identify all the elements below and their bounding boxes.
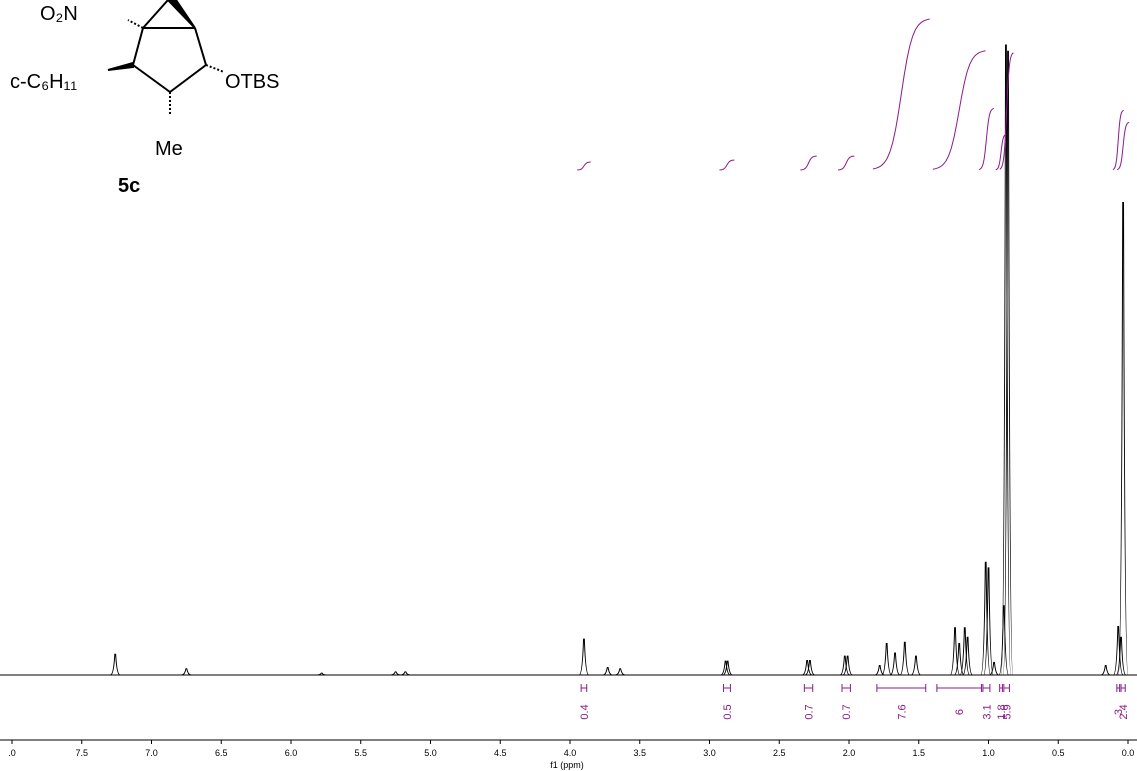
- x-tick-label: 3.5: [633, 748, 646, 758]
- integral-curve: [577, 161, 591, 171]
- peak: [959, 627, 971, 676]
- integral-curve: [837, 155, 855, 171]
- x-tick-label: .0: [8, 748, 16, 758]
- x-tick-label: 6.5: [215, 748, 228, 758]
- x-tick-label: 4.0: [564, 748, 577, 758]
- bond: [194, 27, 207, 66]
- peak: [181, 668, 192, 676]
- x-tick-label: 7.0: [145, 748, 158, 758]
- peak: [899, 641, 910, 676]
- peak: [954, 643, 965, 676]
- wedge: [107, 61, 134, 71]
- integral-label: 7.6: [896, 704, 908, 719]
- peak: [615, 668, 626, 676]
- compound-label: 5c: [118, 175, 140, 197]
- integral-curve: [999, 52, 1014, 170]
- integral-curve: [995, 133, 1007, 171]
- nitro-label: O₂N: [40, 3, 78, 25]
- integral-label: 1.8: [996, 704, 1008, 719]
- peak: [1115, 636, 1127, 676]
- x-tick-label: 0.0: [1122, 748, 1135, 758]
- peak: [1100, 665, 1111, 676]
- integral-curve: [932, 50, 986, 170]
- peak: [881, 643, 892, 676]
- hash-bond: [205, 64, 225, 73]
- peak: [910, 655, 921, 676]
- integral-label: 6: [954, 709, 966, 715]
- peak: [998, 605, 1010, 676]
- peak: [1117, 202, 1129, 676]
- peak: [578, 638, 590, 676]
- peak: [316, 672, 327, 676]
- x-tick-label: 1.0: [982, 748, 995, 758]
- peak: [962, 636, 973, 676]
- x-tick-label: 0.5: [1052, 748, 1065, 758]
- x-tick-label: 3.0: [703, 748, 716, 758]
- bond: [142, 0, 169, 29]
- integral-curve: [872, 18, 930, 170]
- wedge: [166, 0, 196, 29]
- peak: [390, 671, 401, 676]
- x-tick-label: 2.5: [773, 748, 786, 758]
- x-tick-label: 5.0: [424, 748, 437, 758]
- peak: [980, 561, 992, 676]
- integral-label: 0.7: [841, 704, 853, 719]
- structure: [107, 0, 225, 115]
- methyl-label: Me: [155, 138, 183, 160]
- integral-curve: [978, 107, 995, 171]
- x-tick-label: 7.5: [75, 748, 88, 758]
- integral-label: 2.4: [1118, 704, 1130, 719]
- peak: [890, 652, 901, 676]
- bond: [132, 64, 171, 93]
- integral-label: 0.7: [804, 704, 816, 719]
- peak: [842, 655, 853, 676]
- peak: [1002, 50, 1014, 676]
- integral-curve: [800, 155, 817, 171]
- peak: [949, 627, 961, 676]
- integral-label: 0.5: [722, 704, 734, 719]
- peak: [1000, 44, 1012, 676]
- x-tick-label: 5.5: [354, 748, 367, 758]
- peak: [989, 661, 999, 676]
- x-axis-label: f1 (ppm): [550, 760, 584, 770]
- peak: [805, 660, 815, 676]
- peak: [722, 660, 733, 676]
- x-tick-label: 1.5: [912, 748, 925, 758]
- bond: [169, 64, 207, 93]
- silyl-label: OTBS: [225, 71, 279, 93]
- peak: [1112, 625, 1124, 676]
- integral-label: 5.9: [1002, 704, 1014, 719]
- peak: [720, 660, 731, 676]
- bond: [132, 27, 144, 66]
- x-tick-label: 6.0: [285, 748, 298, 758]
- peak: [983, 567, 994, 676]
- integral-curve: [1116, 121, 1130, 171]
- integral-label: 3.1: [981, 704, 993, 719]
- integral-label: 3: [1113, 709, 1125, 715]
- integral-curve: [719, 159, 735, 171]
- peak: [602, 666, 613, 676]
- hash-bond: [127, 19, 144, 29]
- integral-curve: [1112, 109, 1124, 171]
- x-tick-label: 2.0: [843, 748, 856, 758]
- peak: [110, 653, 121, 676]
- peak: [802, 660, 813, 676]
- integral-label: 0.4: [579, 704, 591, 719]
- cyclohexyl-label: c-C₆H₁₁: [10, 71, 77, 93]
- peak: [400, 671, 411, 676]
- x-tick-label: 4.5: [494, 748, 507, 758]
- peak: [839, 655, 850, 676]
